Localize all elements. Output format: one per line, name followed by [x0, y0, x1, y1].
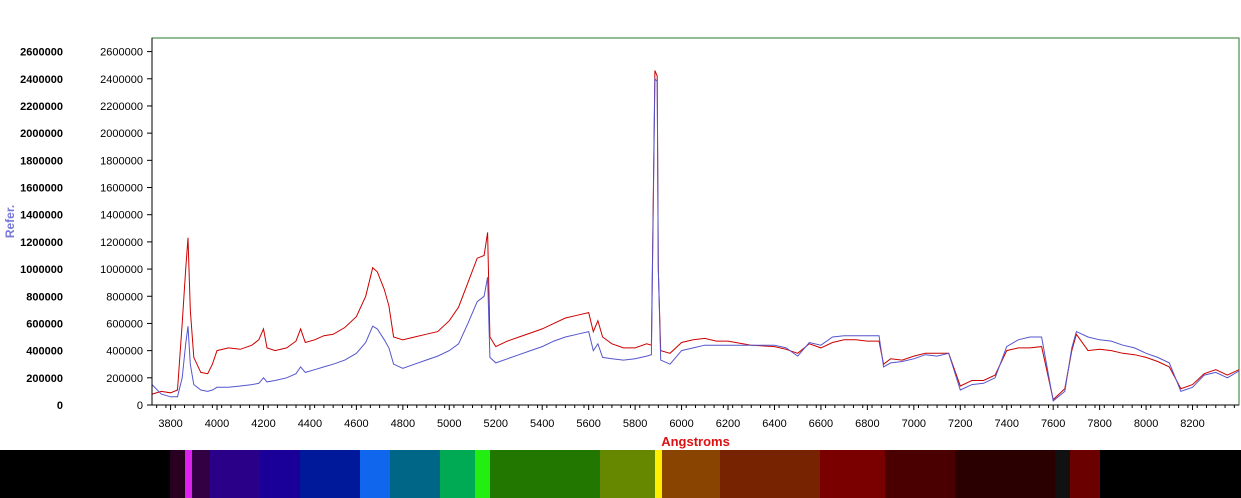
series-layer [151, 70, 1240, 402]
secondary-y-tick-label: 2400000 [20, 74, 63, 86]
spectrum-color-strip [0, 450, 1241, 498]
series-line-1 [151, 70, 1240, 401]
x-tick-label: 4000 [205, 418, 229, 430]
secondary-y-tick-label: 2200000 [20, 101, 63, 113]
x-tick-label: 6400 [762, 418, 786, 430]
secondary-y-tick-label: 1200000 [20, 237, 63, 249]
y-tick-label: 800000 [106, 291, 143, 303]
series-line-2 [151, 77, 1240, 402]
secondary-y-tick-label: 1600000 [20, 183, 63, 195]
y-tick-label: 600000 [106, 318, 143, 330]
y-tick-label: 1000000 [100, 264, 143, 276]
secondary-y-tick-label: 1800000 [20, 155, 63, 167]
spectrum-chart: 3800 4000 4200 4400 4600 4800 5000 5200 5400 5600… [3, 37, 1240, 449]
x-tick-label: 6000 [669, 418, 693, 430]
secondary-y-tick-label: 200000 [26, 373, 63, 385]
x-tick-label: 4400 [298, 418, 322, 430]
secondary-y-tick-label: 1000000 [20, 264, 63, 276]
y-tick-label: 1600000 [100, 183, 143, 195]
secondary-y-tick-label: 1400000 [20, 210, 63, 222]
y-tick-label: 0 [137, 400, 143, 412]
chart-svg: 3800 4000 4200 4400 4600 4800 5000 5200 5400 5600… [3, 37, 1240, 449]
x-axis-ticks: 3800 4000 4200 4400 4600 4800 5000 5200 5400 5600… [156, 405, 1235, 430]
x-tick-label: 8200 [1180, 418, 1204, 430]
x-tick-label: 7000 [902, 418, 926, 430]
x-tick-label: 5200 [484, 418, 508, 430]
x-tick-label: 6600 [809, 418, 833, 430]
y-tick-label: 1200000 [100, 237, 143, 249]
secondary-y-tick-label: 2000000 [20, 128, 63, 140]
y-tick-label: 2400000 [100, 74, 143, 86]
y-tick-label: 1800000 [100, 155, 143, 167]
x-tick-label: 3800 [158, 418, 182, 430]
x-tick-label: 7800 [1087, 418, 1111, 430]
secondary-y-axis-labels: 0 200000 400000 600000 800000 1000000 1200000 1… [20, 47, 63, 412]
x-tick-label: 7200 [948, 418, 972, 430]
y-tick-label: 1400000 [100, 210, 143, 222]
y-tick-label: 400000 [106, 346, 143, 358]
x-tick-label: 5600 [576, 418, 600, 430]
secondary-y-tick-label: 0 [57, 400, 63, 412]
x-tick-label: 6800 [855, 418, 879, 430]
x-tick-label: 4600 [344, 418, 368, 430]
plot-area-frame [151, 37, 1240, 406]
y-tick-label: 2600000 [100, 47, 143, 59]
y-tick-label: 200000 [106, 373, 143, 385]
x-tick-label: 5000 [437, 418, 461, 430]
x-tick-label: 7400 [994, 418, 1018, 430]
secondary-y-tick-label: 600000 [26, 318, 63, 330]
x-tick-label: 7600 [1041, 418, 1065, 430]
x-tick-label: 6200 [716, 418, 740, 430]
x-tick-label: 8000 [1134, 418, 1158, 430]
x-tick-label: 4800 [391, 418, 415, 430]
y-axis-title: Refer. [3, 205, 17, 238]
y-tick-label: 2200000 [100, 101, 143, 113]
secondary-y-tick-label: 2600000 [20, 47, 63, 59]
secondary-y-tick-label: 800000 [26, 291, 63, 303]
secondary-y-tick-label: 400000 [26, 346, 63, 358]
y-axis-ticks: 0 200000 400000 600000 800000 1000000 1200000 1… [100, 47, 152, 412]
x-tick-label: 4200 [251, 418, 275, 430]
x-tick-label: 5800 [623, 418, 647, 430]
x-axis-title: Angstroms [661, 434, 730, 449]
x-tick-label: 5400 [530, 418, 554, 430]
y-tick-label: 2000000 [100, 128, 143, 140]
